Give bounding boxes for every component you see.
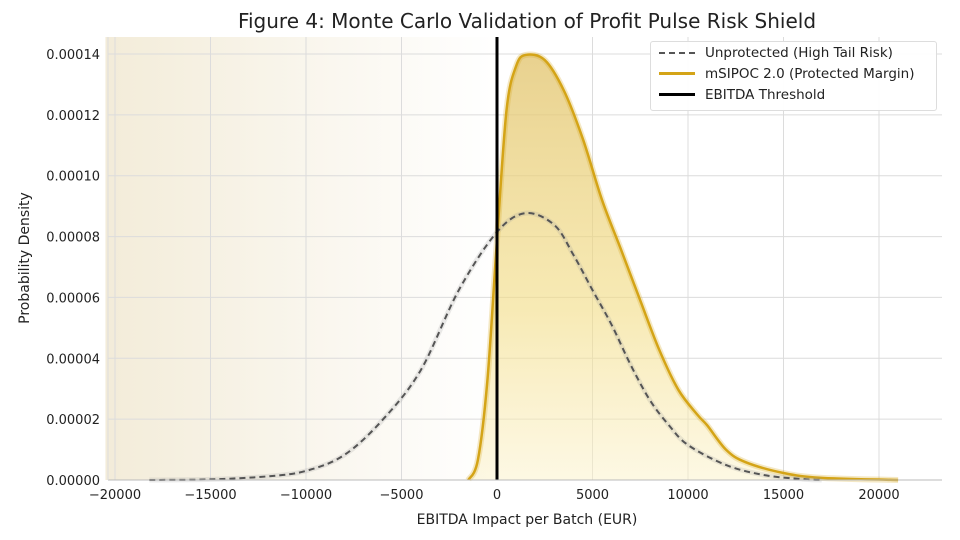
y-tick-label: 0.00012 bbox=[46, 109, 100, 124]
y-tick-label: 0.00004 bbox=[46, 352, 100, 367]
y-tick-label: 0.00014 bbox=[46, 48, 100, 63]
risk-zone-shading bbox=[105, 37, 497, 480]
x-tick-label: −20000 bbox=[89, 488, 141, 503]
legend-swatch-gold bbox=[659, 72, 695, 75]
x-tick-label: 15000 bbox=[763, 488, 804, 503]
protected-area-fill bbox=[468, 54, 899, 481]
y-tick-label: 0.00000 bbox=[46, 474, 100, 489]
y-tick-label: 0.00002 bbox=[46, 413, 100, 428]
x-tick-label: 0 bbox=[493, 488, 501, 503]
legend: Unprotected (High Tail Risk) mSIPOC 2.0 … bbox=[650, 41, 937, 111]
y-tick-label: 0.00006 bbox=[46, 291, 100, 306]
y-tick-label: 0.00010 bbox=[46, 170, 100, 185]
legend-item-threshold: EBITDA Threshold bbox=[651, 84, 936, 105]
x-tick-label: −5000 bbox=[380, 488, 424, 503]
x-tick-label: 10000 bbox=[667, 488, 708, 503]
legend-label: mSIPOC 2.0 (Protected Margin) bbox=[705, 65, 915, 82]
y-axis-label: Probability Density bbox=[17, 192, 33, 324]
x-tick-label: −10000 bbox=[280, 488, 332, 503]
x-tick-label: 20000 bbox=[858, 488, 899, 503]
legend-label: EBITDA Threshold bbox=[705, 86, 826, 103]
x-tick-label: 5000 bbox=[576, 488, 609, 503]
unprotected-line bbox=[149, 212, 822, 481]
legend-item-protected: mSIPOC 2.0 (Protected Margin) bbox=[651, 63, 936, 84]
legend-label: Unprotected (High Tail Risk) bbox=[705, 44, 893, 61]
legend-item-unprotected: Unprotected (High Tail Risk) bbox=[651, 42, 936, 63]
x-tick-label: −15000 bbox=[184, 488, 236, 503]
legend-swatch-dashed bbox=[659, 51, 695, 54]
chart-title: Figure 4: Monte Carlo Validation of Prof… bbox=[238, 9, 816, 33]
x-axis-label: EBITDA Impact per Batch (EUR) bbox=[417, 512, 638, 528]
y-tick-label: 0.00008 bbox=[46, 231, 100, 246]
legend-swatch-black bbox=[659, 93, 695, 96]
